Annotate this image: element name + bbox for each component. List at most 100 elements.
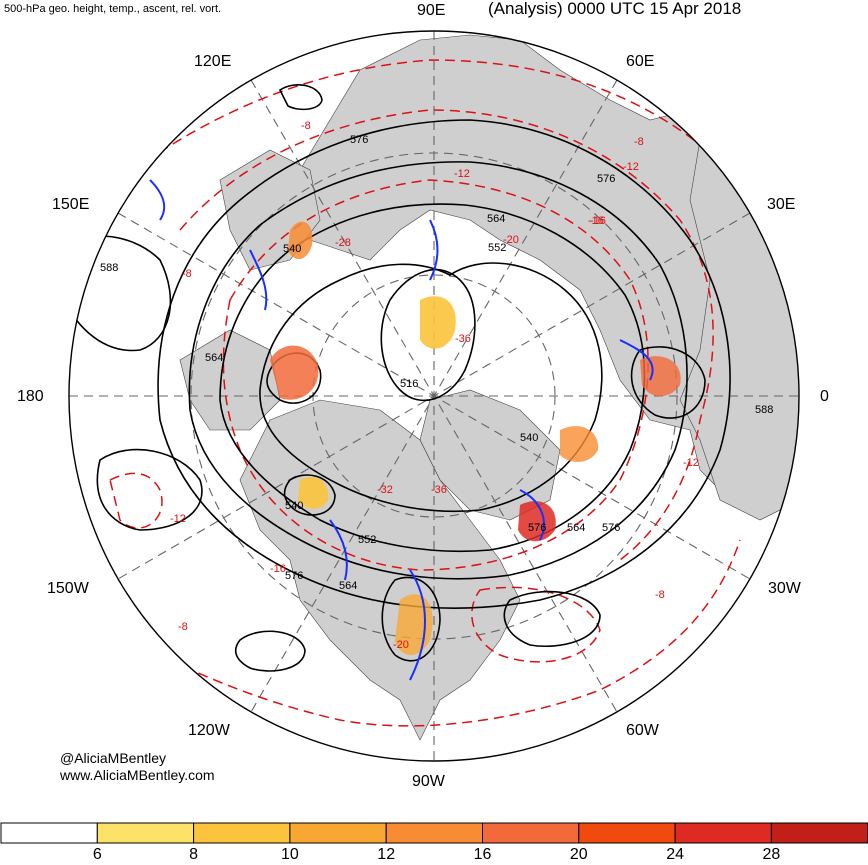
land-alaska <box>179 329 281 431</box>
colorbar-box <box>674 822 772 844</box>
map-border <box>68 30 800 762</box>
height-label: 540 <box>285 500 303 512</box>
height-contour-576 <box>157 119 731 609</box>
height-label: 588 <box>755 404 773 416</box>
ascent-patch <box>518 501 556 542</box>
lon-label-0: 0 <box>820 388 829 405</box>
colorbar-tick-label: 6 <box>92 846 102 863</box>
map-title-left: 500-hPa geo. height, temp., ascent, rel.… <box>4 3 222 15</box>
vorticity-line <box>249 249 268 311</box>
temp-contour-atlantic <box>471 586 601 663</box>
temp-label: -28 <box>335 237 351 249</box>
map-title-right: (Analysis) 0000 UTC 15 Apr 2018 <box>488 0 742 18</box>
colorbar-boxes <box>0 822 868 844</box>
height-low-canada <box>283 474 336 516</box>
temp-label: -16 <box>590 215 606 227</box>
lon-label-150e: 150E <box>52 196 90 213</box>
ascent-patch <box>420 296 456 349</box>
colorbar-tick-label: 12 <box>377 846 396 863</box>
temp-label: -8 <box>634 136 644 148</box>
lon-label-60w: 60W <box>626 722 659 739</box>
colorbar-box <box>193 822 291 844</box>
height-low-europe <box>630 346 706 419</box>
temp-label: -12 <box>623 161 639 173</box>
height-label: 576 <box>285 570 303 582</box>
lon-label-150w: 150W <box>47 580 89 597</box>
height-label: 516 <box>400 378 418 390</box>
height-label: 576 <box>597 173 615 185</box>
lon-label-120w: 120W <box>188 722 230 739</box>
temp-label: -8 <box>655 589 665 601</box>
temp-label: -16 <box>588 215 604 227</box>
colorbar-box <box>385 822 484 844</box>
height-labels: 576 576 564 552 540 564 516 540 540 552 … <box>100 134 773 592</box>
vorticity-line <box>519 489 545 541</box>
colorbar <box>0 822 868 844</box>
height-label: 588 <box>100 262 118 274</box>
colorbar-tick-label: 20 <box>569 846 588 863</box>
colorbar-tick-label: 24 <box>666 846 684 863</box>
ascent-patch <box>288 221 313 260</box>
graticule <box>69 31 799 761</box>
colorbar-tick-label: 28 <box>762 846 781 863</box>
height-label: 564 <box>487 213 505 225</box>
temp-label: -20 <box>393 639 409 651</box>
colorbar-box <box>578 822 676 844</box>
height-contour-516 <box>380 268 476 402</box>
colorbar-box <box>96 822 195 844</box>
height-label: 564 <box>339 580 357 592</box>
credit-handle: @AliciaMBentley <box>60 750 167 766</box>
ascent-shading <box>270 221 681 655</box>
colorbar-tick-label: 10 <box>280 846 299 863</box>
temp-label: -32 <box>377 484 393 496</box>
lon-label-180: 180 <box>17 388 44 405</box>
temperature-labels: -8 -12 -8 -16 -20 -28 -36 -12 -16 -8 -8 … <box>170 120 699 651</box>
temp-label: -12 <box>170 513 186 525</box>
vorticity-line <box>429 219 439 281</box>
height-contour-588-west <box>69 235 172 352</box>
height-contour-atlantic-ring <box>503 590 601 647</box>
temp-label: -36 <box>431 484 447 496</box>
height-label: 552 <box>358 534 376 546</box>
colorbar-box <box>482 822 580 844</box>
vorticity-line <box>409 569 426 681</box>
vorticity-line <box>329 519 348 581</box>
temp-label: -36 <box>455 333 471 345</box>
meridian-150e-30w <box>117 212 751 580</box>
temp-label: -8 <box>182 268 192 280</box>
temp-contour-outer-south <box>99 539 741 727</box>
colorbar-box <box>770 822 868 844</box>
ascent-patch <box>270 345 319 400</box>
vorticity-contours <box>149 179 654 681</box>
height-contour-pacific-high <box>234 630 306 672</box>
credit-site: www.AliciaMBentley.com <box>60 767 215 783</box>
colorbar-box <box>289 822 387 844</box>
height-low-us <box>381 576 441 662</box>
temp-label: -12 <box>454 168 470 180</box>
lon-label-90w: 90W <box>412 773 445 790</box>
ascent-patch <box>640 356 681 397</box>
height-label: 540 <box>520 432 538 444</box>
temp-contour-mid <box>179 109 714 561</box>
temp-contour-inner <box>222 179 649 571</box>
height-label: 552 <box>488 242 506 254</box>
vorticity-line <box>149 179 166 221</box>
temp-label: -20 <box>503 234 519 246</box>
lon-label-90e: 90E <box>417 2 446 19</box>
temp-label: -12 <box>683 457 699 469</box>
height-contour-pacific-ring <box>96 448 203 531</box>
credit-block: @AliciaMBentley www.AliciaMBentley.com <box>60 750 215 784</box>
polar-map: 576 576 564 552 540 564 516 540 540 552 … <box>68 30 800 762</box>
height-label: 564 <box>567 522 585 534</box>
lon-label-30w: 30W <box>768 580 801 597</box>
vorticity-line <box>619 339 654 381</box>
lon-label-120e: 120E <box>194 53 232 70</box>
ascent-patch <box>298 476 329 509</box>
temp-label: -16 <box>270 563 286 575</box>
height-label: 564 <box>205 352 223 364</box>
height-contour-540 <box>259 262 603 513</box>
height-label: 576 <box>350 134 368 146</box>
lon-label-60e: 60E <box>626 53 655 70</box>
ascent-patch <box>560 426 599 462</box>
colorbar-tick-label: 16 <box>473 846 492 863</box>
